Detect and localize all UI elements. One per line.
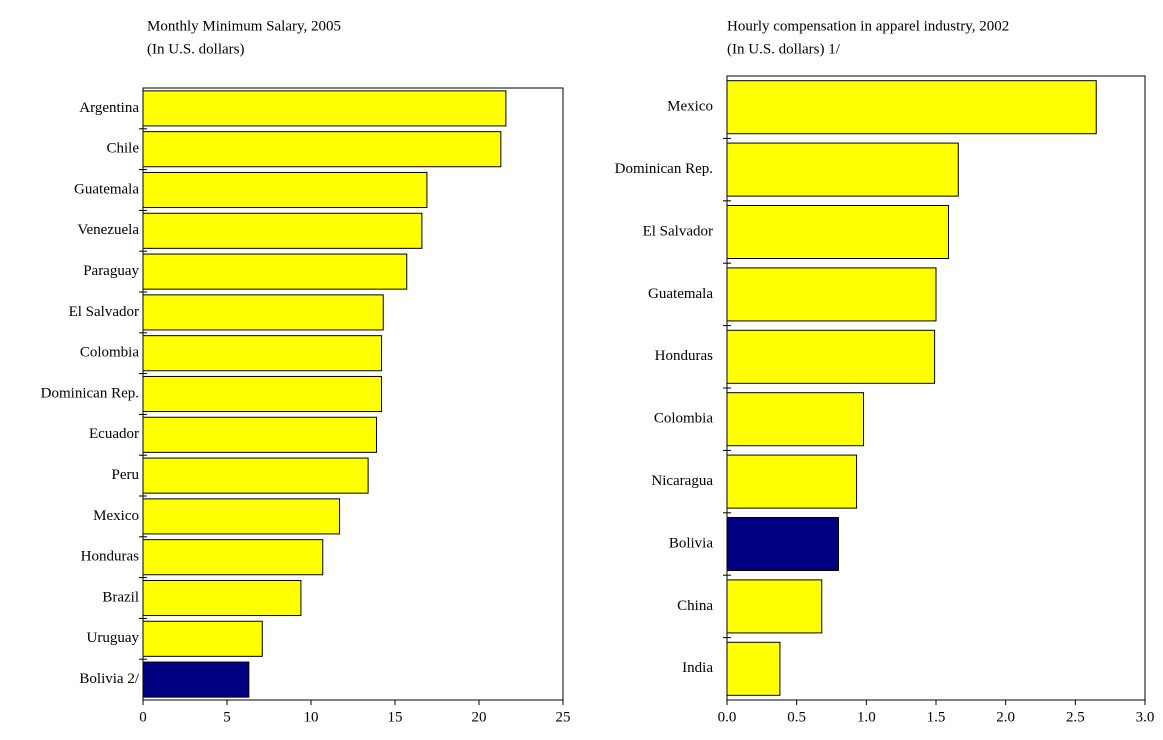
bar xyxy=(142,579,302,617)
x-tick-label: 25 xyxy=(556,709,571,725)
y-tick-label: El Salvador xyxy=(69,304,139,320)
bar xyxy=(142,661,250,698)
y-tick-label: Argentina xyxy=(79,100,139,116)
chart-subtitle: (In U.S. dollars) xyxy=(147,41,245,57)
bar xyxy=(142,539,324,576)
y-tick-label: El Salvador xyxy=(643,223,713,239)
y-tick-label: India xyxy=(682,660,713,676)
bar xyxy=(142,131,502,168)
plot-frame xyxy=(142,87,564,701)
x-tick-label: 20 xyxy=(472,709,487,725)
bar xyxy=(142,294,384,331)
y-tick-label: Venezuela xyxy=(77,222,139,238)
x-tick-label: 10 xyxy=(304,709,319,725)
y-tick-label: China xyxy=(677,598,713,614)
bar xyxy=(142,90,507,127)
y-tick-label: Brazil xyxy=(102,589,139,605)
y-tick-label: Honduras xyxy=(655,348,713,364)
bar xyxy=(726,579,823,634)
bar xyxy=(726,641,781,696)
x-tick-label: 1.0 xyxy=(857,709,876,725)
y-tick-label: Colombia xyxy=(80,345,140,361)
bar xyxy=(142,253,408,290)
y-tick-label: Bolivia xyxy=(669,535,714,551)
bar xyxy=(142,335,383,372)
y-tick-label: Paraguay xyxy=(83,263,139,279)
x-tick-label: 2.5 xyxy=(1066,709,1085,725)
y-tick-label: Chile xyxy=(107,141,140,157)
chart-title: Monthly Minimum Salary, 2005 xyxy=(147,18,341,34)
bar xyxy=(726,80,1097,135)
bar xyxy=(726,516,839,572)
chart-title: Hourly compensation in apparel industry,… xyxy=(727,18,1009,34)
bar xyxy=(726,329,936,384)
x-tick-label: 0 xyxy=(139,709,147,725)
x-tick-label: 0.0 xyxy=(718,709,737,725)
x-tick-label: 1.5 xyxy=(927,709,946,725)
y-tick-label: Nicaragua xyxy=(651,473,713,489)
x-tick-label: 0.5 xyxy=(787,709,806,725)
y-tick-label: Bolivia 2/ xyxy=(79,671,139,687)
bar xyxy=(142,416,378,453)
x-tick-label: 15 xyxy=(388,709,403,725)
y-tick-label: Ecuador xyxy=(89,426,139,442)
x-tick-label: 5 xyxy=(223,709,231,725)
bar xyxy=(142,498,341,535)
bar xyxy=(142,457,369,494)
y-tick-label: Dominican Rep. xyxy=(615,161,713,177)
x-tick-label: 2.0 xyxy=(996,709,1015,725)
y-tick-label: Guatemala xyxy=(74,181,139,197)
bar xyxy=(726,204,950,260)
y-tick-label: Honduras xyxy=(81,549,139,565)
y-tick-label: Mexico xyxy=(93,508,139,524)
bar xyxy=(142,171,428,209)
bar xyxy=(142,375,383,413)
bar xyxy=(726,392,865,447)
x-tick-label: 3.0 xyxy=(1136,709,1155,725)
bar xyxy=(726,454,858,509)
y-tick-label: Guatemala xyxy=(648,286,713,302)
bar xyxy=(142,212,423,249)
y-tick-label: Uruguay xyxy=(87,630,140,646)
y-tick-label: Peru xyxy=(112,467,140,483)
y-tick-label: Dominican Rep. xyxy=(41,385,139,401)
bar xyxy=(142,620,263,657)
bar xyxy=(726,267,937,322)
y-tick-label: Colombia xyxy=(654,411,714,427)
y-tick-label: Mexico xyxy=(667,99,713,115)
chart-subtitle: (In U.S. dollars) 1/ xyxy=(727,41,841,57)
bar xyxy=(726,142,959,197)
